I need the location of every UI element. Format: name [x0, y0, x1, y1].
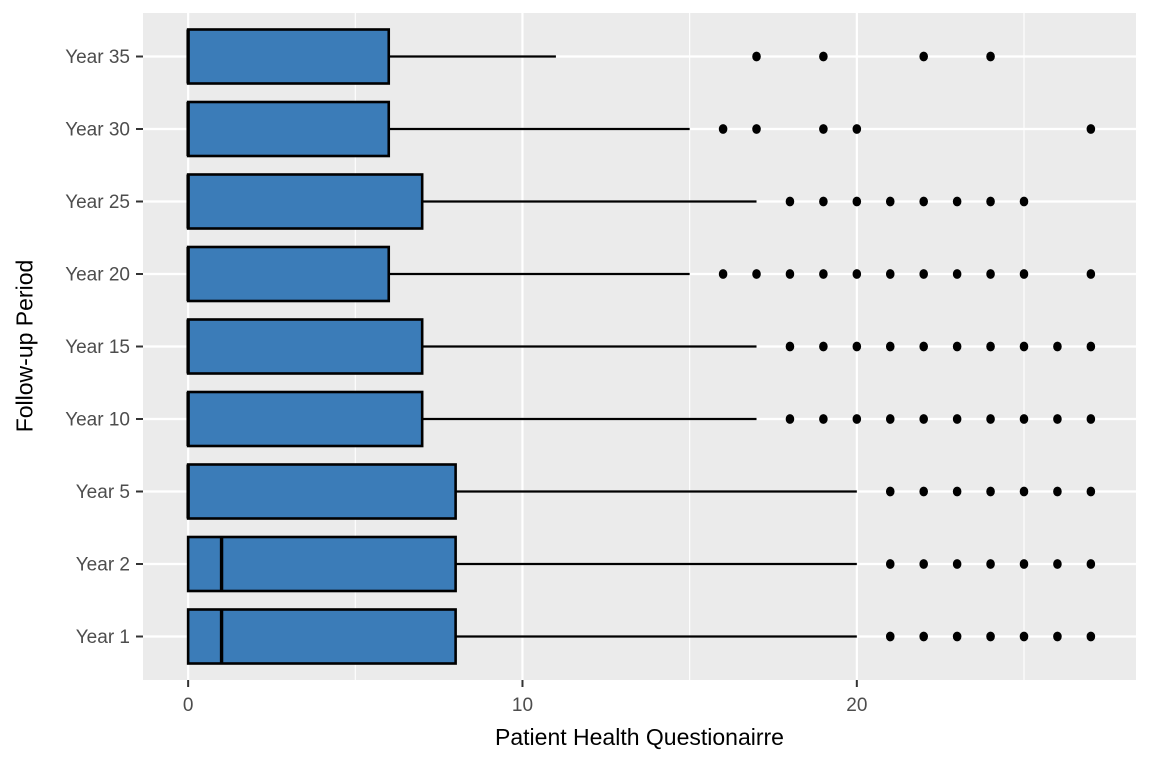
outlier-point: [718, 269, 728, 279]
outlier-point: [986, 341, 995, 352]
outlier-point: [1019, 414, 1029, 424]
y-tick-label: Year 2: [76, 555, 130, 576]
outlier-point: [919, 269, 928, 279]
outlier-point: [852, 196, 862, 207]
box: [186, 463, 457, 520]
outlier-point: [919, 51, 928, 62]
outlier-point: [919, 486, 928, 497]
box: [186, 173, 424, 230]
outlier-point: [852, 124, 862, 134]
outlier-point: [885, 559, 895, 569]
box: [186, 245, 391, 303]
y-tick-label: Year 25: [65, 192, 130, 213]
outlier-point: [819, 124, 828, 134]
outlier-point: [919, 631, 928, 642]
y-tick-label: Year 15: [65, 337, 130, 358]
x-tick-label: 10: [512, 695, 533, 716]
outlier-point: [1019, 341, 1029, 352]
outlier-point: [1086, 559, 1096, 569]
outlier-point: [1053, 559, 1062, 569]
outlier-point: [819, 269, 828, 279]
outlier-point: [785, 414, 795, 424]
outlier-point: [1053, 341, 1062, 352]
outlier-point: [1019, 486, 1029, 497]
box: [186, 318, 424, 375]
box: [186, 608, 457, 665]
outlier-point: [1086, 631, 1096, 642]
outlier-point: [952, 196, 962, 207]
outlier-point: [1019, 269, 1029, 279]
outlier-point: [1019, 631, 1029, 642]
outlier-point: [952, 341, 962, 352]
y-tick-label: Year 30: [65, 120, 130, 141]
outlier-point: [852, 414, 862, 424]
outlier-point: [885, 341, 895, 352]
outlier-point: [1053, 631, 1062, 642]
outlier-point: [1053, 414, 1062, 424]
outlier-point: [952, 414, 962, 424]
outlier-point: [919, 196, 928, 207]
outlier-point: [785, 196, 795, 207]
outlier-point: [752, 269, 761, 279]
outlier-point: [1086, 414, 1096, 424]
outlier-point: [919, 341, 928, 352]
x-tick-label: 0: [183, 695, 194, 716]
outlier-point: [819, 414, 828, 424]
outlier-point: [919, 559, 928, 569]
outlier-point: [1019, 196, 1029, 207]
y-axis-title: Follow-up Period: [11, 259, 38, 433]
outlier-point: [986, 51, 995, 62]
outlier-point: [952, 269, 962, 279]
y-tick-label: Year 35: [65, 47, 130, 68]
outlier-point: [885, 414, 895, 424]
outlier-point: [1086, 269, 1096, 279]
x-tick-label: 20: [846, 695, 867, 716]
outlier-point: [952, 486, 962, 497]
outlier-point: [885, 631, 895, 642]
box: [186, 390, 424, 448]
outlier-point: [718, 124, 728, 134]
outlier-point: [986, 269, 995, 279]
outlier-point: [885, 269, 895, 279]
box: [186, 100, 391, 158]
outlier-point: [785, 269, 795, 279]
y-tick-label: Year 10: [65, 410, 130, 431]
y-tick-label: Year 5: [76, 482, 130, 503]
y-tick-label: Year 1: [76, 627, 130, 648]
outlier-point: [819, 51, 828, 62]
outlier-point: [785, 341, 795, 352]
outlier-point: [752, 51, 761, 62]
outlier-point: [1053, 486, 1062, 497]
outlier-point: [986, 414, 995, 424]
box: [186, 28, 391, 85]
outlier-point: [885, 486, 895, 497]
outlier-point: [819, 341, 828, 352]
x-axis-title: Patient Health Questionairre: [495, 724, 784, 750]
outlier-point: [952, 559, 962, 569]
outlier-point: [852, 269, 862, 279]
outlier-point: [986, 196, 995, 207]
outlier-point: [1086, 486, 1096, 497]
outlier-point: [986, 486, 995, 497]
y-tick-label: Year 20: [65, 265, 130, 286]
outlier-point: [852, 341, 862, 352]
outlier-point: [1019, 559, 1029, 569]
outlier-point: [1086, 124, 1096, 134]
outlier-point: [819, 196, 828, 207]
outlier-point: [952, 631, 962, 642]
outlier-point: [986, 559, 995, 569]
outlier-point: [1086, 341, 1096, 352]
outlier-point: [752, 124, 761, 134]
outlier-point: [919, 414, 928, 424]
box: [186, 535, 457, 593]
outlier-point: [986, 631, 995, 642]
outlier-point: [885, 196, 895, 207]
